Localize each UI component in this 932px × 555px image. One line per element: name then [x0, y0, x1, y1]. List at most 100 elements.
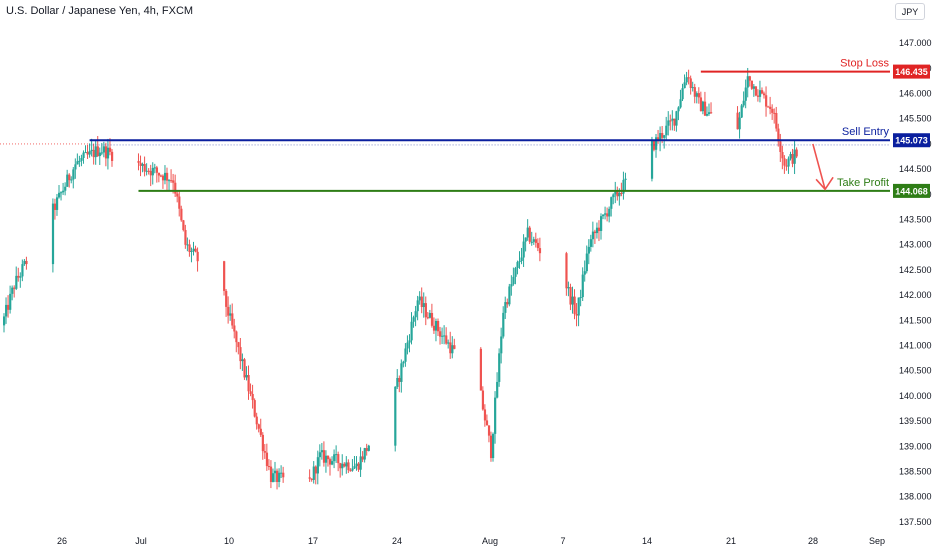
- candle-body: [691, 87, 694, 89]
- candle-body: [84, 152, 87, 154]
- candle-body: [172, 180, 175, 183]
- candle-body: [157, 172, 161, 176]
- candle-body: [695, 93, 698, 97]
- candle-body: [585, 253, 588, 272]
- candle-body: [534, 239, 538, 243]
- candle-body: [353, 466, 356, 469]
- candle-body: [767, 106, 770, 108]
- candle-body: [675, 111, 678, 126]
- candle-body: [693, 87, 696, 97]
- candle-body: [787, 158, 790, 167]
- candle-body: [587, 246, 590, 254]
- candle-body: [685, 77, 688, 83]
- candle-body: [90, 149, 93, 151]
- candle-body: [742, 100, 745, 106]
- candle-body: [602, 214, 605, 217]
- candle-body: [744, 87, 747, 101]
- candle-body: [439, 331, 442, 337]
- candle-body: [396, 377, 399, 387]
- candle-body: [569, 287, 572, 305]
- candle-body: [624, 178, 627, 180]
- candle-body: [320, 450, 324, 453]
- candle-body: [243, 359, 246, 378]
- stop-loss-label: Stop Loss: [840, 58, 889, 70]
- x-tick-label: 26: [57, 536, 67, 546]
- candle-body: [600, 216, 603, 231]
- candle-body: [593, 231, 597, 234]
- candle-body: [432, 325, 436, 331]
- candle-body: [441, 335, 444, 337]
- candle-body: [349, 470, 352, 472]
- candle-body: [188, 244, 191, 252]
- candle-body: [367, 445, 370, 451]
- sell-entry-price-tag: [893, 133, 930, 148]
- candle-body: [612, 194, 615, 198]
- candle-body: [337, 454, 340, 464]
- candle-body: [667, 120, 670, 126]
- candle-body: [64, 186, 67, 191]
- candle-body: [249, 391, 252, 394]
- candle-body: [174, 182, 177, 194]
- y-tick-label: 140.000: [899, 391, 932, 401]
- candle-body: [139, 162, 142, 166]
- candle-body: [257, 424, 260, 429]
- candle-body: [235, 331, 238, 343]
- candle-body: [661, 133, 664, 138]
- candle-body: [502, 312, 505, 337]
- candle-body: [783, 158, 786, 166]
- candle-body: [571, 296, 574, 305]
- candle-body: [13, 287, 16, 289]
- candle-body: [251, 393, 254, 401]
- y-tick-label: 143.500: [899, 215, 932, 225]
- candle-body: [650, 141, 654, 179]
- candle-body: [316, 457, 319, 474]
- x-tick-label: Aug: [482, 536, 498, 546]
- candle-body: [265, 452, 269, 467]
- candle-body: [194, 248, 197, 252]
- candle-body: [82, 152, 85, 158]
- candle-body: [595, 227, 599, 234]
- candle-body: [779, 141, 782, 153]
- candle-body: [363, 448, 366, 460]
- candle-body: [404, 348, 407, 362]
- candle-body: [494, 397, 497, 434]
- sell-entry-label: Sell Entry: [842, 126, 890, 138]
- candle-body: [343, 463, 346, 467]
- candle-body: [365, 448, 368, 451]
- candle-body: [683, 82, 686, 89]
- candle-body: [322, 450, 326, 463]
- candle-body: [750, 80, 753, 89]
- candle-body: [312, 466, 315, 480]
- candle-body: [408, 340, 411, 343]
- stop-loss-price-text: 146.435: [895, 67, 928, 77]
- currency-button[interactable]: JPY: [895, 3, 925, 20]
- candle-body: [485, 420, 489, 426]
- candle-body: [565, 253, 568, 289]
- candle-body: [184, 229, 187, 245]
- candle-body: [239, 347, 242, 362]
- candle-body: [5, 304, 8, 317]
- candle-body: [192, 248, 195, 252]
- candle-body: [318, 452, 322, 458]
- candle-body: [166, 172, 169, 181]
- candle-body: [86, 152, 89, 155]
- candle-body: [697, 93, 701, 98]
- candle-body: [151, 167, 154, 176]
- candle-body: [147, 170, 150, 172]
- candle-body: [679, 99, 682, 108]
- candle-body: [496, 381, 499, 398]
- candle-body: [241, 359, 244, 362]
- candle-body: [19, 276, 22, 278]
- candle-body: [616, 190, 619, 197]
- symbol-title: U.S. Dollar / Japanese Yen, 4h, FXCM: [6, 5, 194, 17]
- candle-body: [453, 345, 456, 349]
- candle-body: [406, 342, 409, 349]
- candle-body: [498, 353, 501, 382]
- candle-body: [677, 107, 680, 112]
- candle-body: [516, 262, 519, 269]
- candle-body: [604, 213, 607, 215]
- candle-body: [100, 152, 104, 154]
- candle-body: [70, 179, 73, 181]
